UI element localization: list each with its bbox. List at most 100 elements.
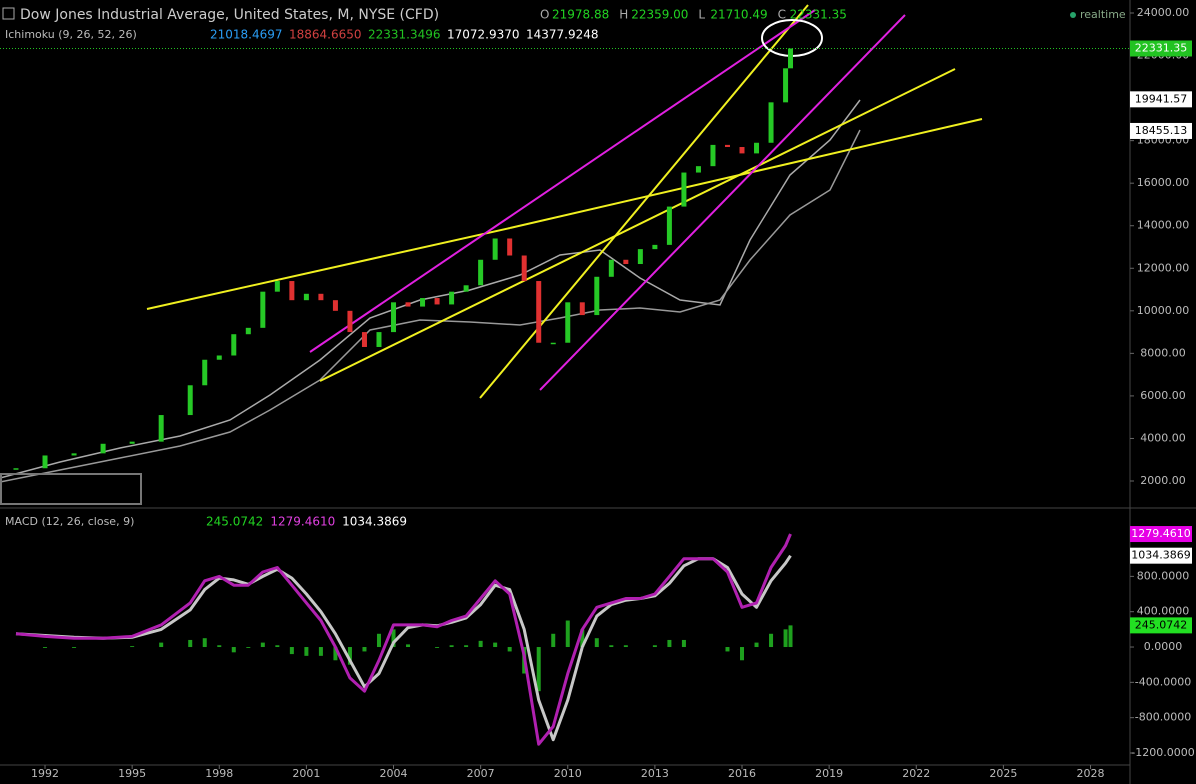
y-tick-label: -400.0000 [1135,675,1191,688]
x-tick-label: 2028 [1077,767,1105,780]
candle [739,147,745,154]
histogram-bar [478,640,483,648]
ohlc-label: O [540,8,549,22]
histogram-bar [788,625,793,648]
candle [788,48,794,69]
y-tick-label: 6000.00 [1140,389,1186,402]
histogram-bar [754,642,759,648]
trend-line [319,68,956,382]
histogram-bar [507,647,512,652]
channel-line [309,9,816,353]
cloud-span-b [0,129,861,483]
candle [463,285,469,292]
candle [550,342,556,345]
candle [100,443,106,454]
candle [332,300,338,311]
histogram-bar [551,633,556,648]
candle [202,359,208,386]
price-badge-label: 22331.35 [1135,41,1188,54]
y-tick-label: -800.0000 [1135,711,1191,724]
status-dot [1070,12,1076,18]
y-tick-label: 2000.00 [1140,474,1186,487]
candle [274,281,280,292]
candle [71,453,77,456]
candle [216,355,222,360]
value-badge [1130,526,1192,543]
value-badge [1130,547,1192,564]
symbol-title: Dow Jones Industrial Average, United Sta… [20,7,439,23]
x-tick-label: 1998 [205,767,233,780]
histogram-bar [493,642,498,648]
candle [666,206,672,245]
candle [187,385,193,416]
legend-value: 1279.4610 [270,515,335,529]
collapse-button[interactable] [2,7,15,20]
ohlc-value: 22331.35 [790,8,847,22]
candle [361,332,367,347]
histogram-bar [72,647,77,648]
candle [768,102,774,143]
ohlc-value: 21978.88 [552,8,609,22]
histogram-bar [289,647,294,655]
y-tick-label: 16000.00 [1137,176,1190,189]
value-badge-label: 245.0742 [1135,618,1188,631]
ohlc-label: C [778,8,786,22]
x-tick-label: 2001 [292,767,320,780]
ohlc-value: 22359.00 [631,8,688,22]
legend-value: 18864.6650 [289,28,362,42]
y-tick-label: 14000.00 [1137,219,1190,232]
price-badge-label: 19941.57 [1135,92,1188,105]
y-tick-label: 8000.00 [1140,346,1186,359]
candle [318,293,324,301]
histogram-bar [740,647,745,661]
histogram-bar [769,633,774,648]
candle [579,302,585,316]
trend-line [479,4,809,399]
ohlc-label: L [698,8,705,22]
y-tick-label: 10000.00 [1137,304,1190,317]
price-badge [1130,122,1192,139]
x-tick-label: 2025 [989,767,1017,780]
candle [652,244,658,250]
histogram-bar [623,645,628,648]
candle [245,327,251,335]
y-tick-label: 800.0000 [1137,569,1190,582]
ohlc-label: H [619,8,628,22]
candle [710,144,716,167]
histogram-bar [580,629,585,648]
ichimoku-name: Ichimoku (9, 26, 52, 26) [5,28,137,41]
y-tick-label: 12000.00 [1137,261,1190,274]
histogram-bar [347,647,352,665]
ohlc-value: 21710.49 [710,8,767,22]
candle [536,281,542,343]
candle [420,298,426,307]
histogram-bar [681,639,686,648]
candle [158,415,164,442]
histogram-bar [536,647,541,692]
candle [681,172,687,207]
price-badge-label: 18455.13 [1135,124,1188,137]
histogram-bar [43,647,48,648]
y-tick-label: 24000.00 [1137,6,1190,19]
candle [754,142,760,154]
candle [405,302,411,307]
candle [492,238,498,260]
candle [724,144,730,148]
histogram-bar [188,639,193,648]
candle [594,276,600,316]
histogram-bar [246,647,251,648]
trend-line [146,227,511,310]
histogram-bar [333,647,338,661]
y-tick-label: 0.0000 [1144,640,1183,653]
realtime-status: realtime [1080,8,1126,21]
histogram-bar [435,647,440,648]
histogram-bar [231,647,236,653]
histogram-bar [725,647,730,652]
x-tick-label: 2019 [815,767,843,780]
x-tick-label: 1995 [118,767,146,780]
x-tick-label: 2007 [467,767,495,780]
cloud-span-a [0,99,861,479]
price-badge [1130,40,1192,57]
candle [347,310,353,333]
